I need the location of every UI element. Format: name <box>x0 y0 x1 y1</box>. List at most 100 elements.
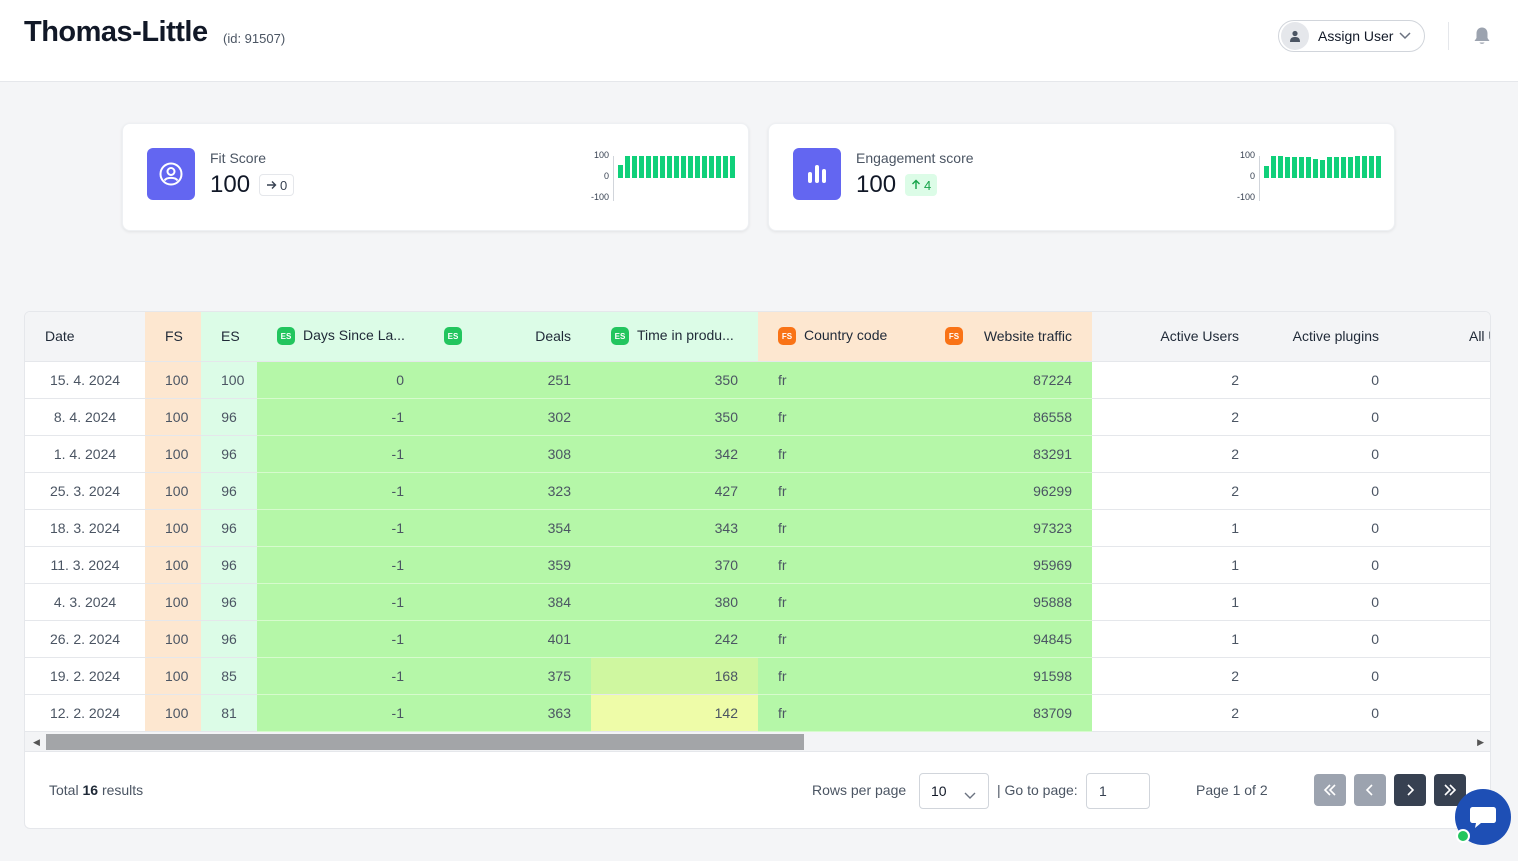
column-header-country-code[interactable]: FS Country code <box>758 312 925 362</box>
previous-page-button[interactable] <box>1354 774 1386 806</box>
chat-launcher-button[interactable] <box>1455 789 1511 845</box>
active-plugins-cell: 0 <box>1259 509 1399 547</box>
deals-cell: 401 <box>424 620 591 658</box>
time-in-product-cell: 342 <box>591 435 758 473</box>
spark-tick: 0 <box>603 171 609 181</box>
date-cell: 11. 3. 2024 <box>25 546 145 584</box>
column-header-website-traffic[interactable]: FS Website traffic <box>925 312 1092 362</box>
fs-badge: FS <box>778 327 796 346</box>
es-cell: 96 <box>201 620 257 658</box>
all-users-cell: 3 <box>1399 435 1490 473</box>
spark-bar <box>1376 156 1381 178</box>
deals-cell: 302 <box>424 398 591 436</box>
time-in-product-cell: 242 <box>591 620 758 658</box>
arrow-up-icon <box>911 178 921 193</box>
scroll-right-arrow-icon[interactable]: ▶ <box>1477 737 1484 747</box>
all-users-cell: 2 <box>1399 546 1490 584</box>
date-cell: 19. 2. 2024 <box>25 657 145 695</box>
chevrons-left-icon <box>1323 784 1336 796</box>
engagement-score-sparkline: 100 0 -100 <box>1231 150 1381 205</box>
delta-value: 0 <box>280 177 288 193</box>
table-scroll-area[interactable]: Date FS ES ES Days Since La... ES Deals ES… <box>25 312 1490 732</box>
active-plugins-cell: 0 <box>1259 361 1399 399</box>
spark-bar <box>1285 156 1290 178</box>
column-header-time-in-product[interactable]: ES Time in produ... <box>591 312 758 362</box>
assign-user-label: Assign User <box>1318 28 1394 44</box>
spark-tick: 0 <box>1249 171 1255 181</box>
fit-score-sparkline: 100 0 -100 <box>585 150 735 205</box>
time-in-product-cell: 370 <box>591 546 758 584</box>
spark-bar <box>646 156 651 178</box>
scroll-left-arrow-icon[interactable]: ◀ <box>33 737 40 747</box>
go-to-page-input[interactable]: 1 <box>1086 773 1150 809</box>
es-cell: 96 <box>201 435 257 473</box>
column-header-active-plugins[interactable]: Active plugins <box>1259 312 1399 362</box>
website-traffic-cell: 94845 <box>925 620 1092 658</box>
deals-cell: 308 <box>424 435 591 473</box>
scrollbar-thumb[interactable] <box>46 734 804 750</box>
country-code-cell: fr <box>758 546 925 584</box>
page-info: Page 1 of 2 <box>1196 782 1268 798</box>
assign-user-button[interactable]: Assign User <box>1278 20 1425 52</box>
active-plugins-cell: 0 <box>1259 620 1399 658</box>
website-traffic-cell: 97323 <box>925 509 1092 547</box>
all-users-cell: 2 <box>1399 509 1490 547</box>
active-users-cell: 1 <box>1092 583 1259 621</box>
spark-bars <box>618 156 735 178</box>
active-users-cell: 1 <box>1092 509 1259 547</box>
chevron-right-icon <box>1407 784 1415 796</box>
column-header-date[interactable]: Date <box>25 312 145 362</box>
spark-bar <box>1341 156 1346 178</box>
horizontal-scrollbar[interactable]: ◀ ▶ <box>25 732 1490 752</box>
country-code-cell: fr <box>758 694 925 732</box>
column-header-days-since-last[interactable]: ES Days Since La... <box>257 312 424 362</box>
country-code-cell: fr <box>758 657 925 695</box>
days-since-last-cell: -1 <box>257 435 424 473</box>
spark-bar <box>730 156 735 178</box>
rows-per-page-select[interactable]: 10 <box>919 773 989 809</box>
active-users-cell: 2 <box>1092 694 1259 732</box>
es-cell: 81 <box>201 694 257 732</box>
column-header-es[interactable]: ES <box>201 312 257 362</box>
spark-bar <box>709 156 714 178</box>
chevrons-right-icon <box>1444 784 1457 796</box>
go-to-page-label: | Go to page: <box>997 782 1078 798</box>
spark-axis <box>613 156 614 201</box>
fs-badge: FS <box>945 327 963 345</box>
spark-bar <box>639 156 644 178</box>
total-results: Total 16 results <box>49 782 144 798</box>
spark-bar <box>1278 156 1283 178</box>
active-plugins-cell: 0 <box>1259 472 1399 510</box>
fs-cell: 100 <box>145 620 201 658</box>
next-page-button[interactable] <box>1394 774 1426 806</box>
first-page-button[interactable] <box>1314 774 1346 806</box>
chevron-left-icon <box>1365 784 1373 796</box>
column-header-active-users[interactable]: Active Users <box>1092 312 1259 362</box>
es-cell: 96 <box>201 583 257 621</box>
spark-bar <box>1320 160 1325 178</box>
spark-bar <box>1327 156 1332 178</box>
time-in-product-cell: 427 <box>591 472 758 510</box>
history-table-panel: Date FS ES ES Days Since La... ES Deals ES… <box>24 311 1491 829</box>
card-label: Fit Score <box>210 150 267 166</box>
country-code-cell: fr <box>758 398 925 436</box>
spark-bar <box>681 156 686 178</box>
column-header-all-users[interactable]: All Users <box>1399 312 1490 362</box>
es-cell: 96 <box>201 546 257 584</box>
column-header-deals[interactable]: ES Deals <box>424 312 591 362</box>
bell-icon[interactable] <box>1472 26 1492 51</box>
deals-cell: 354 <box>424 509 591 547</box>
active-plugins-cell: 0 <box>1259 398 1399 436</box>
table-row[interactable]: 15. 4. 20241001000251350fr87224203 <box>25 361 1490 399</box>
spark-bar <box>1369 156 1374 178</box>
column-header-fs[interactable]: FS <box>145 312 201 362</box>
